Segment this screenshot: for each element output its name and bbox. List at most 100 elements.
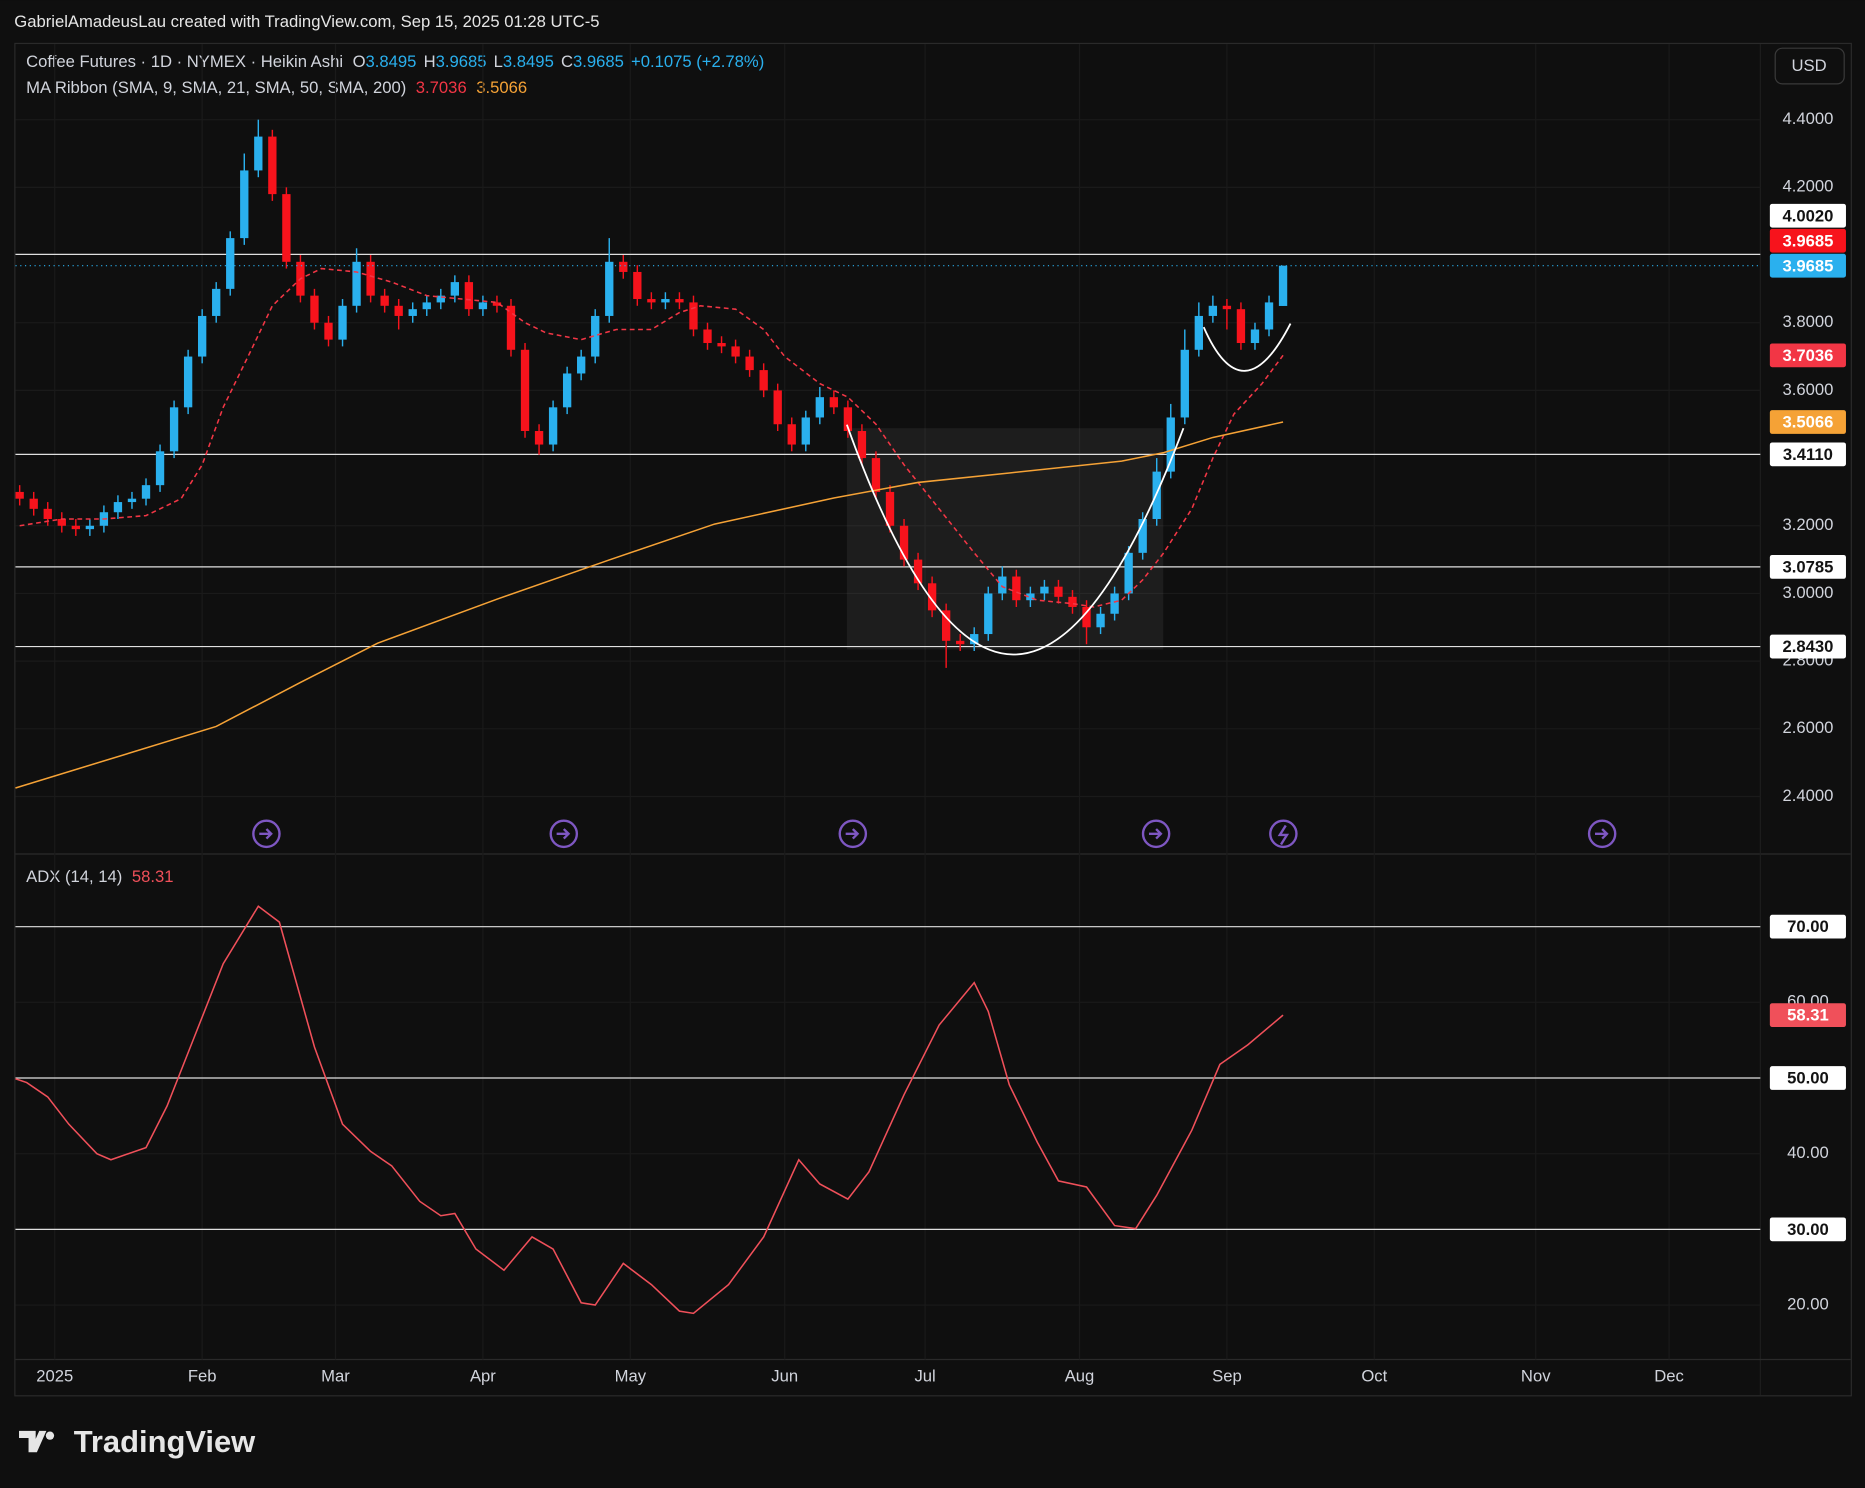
indicator-value: 3.7036 <box>416 79 467 98</box>
handle-drawing <box>1202 323 1292 372</box>
x-tick-label: Jul <box>914 1367 935 1386</box>
event-icon[interactable] <box>549 819 579 849</box>
price-label-box <box>1769 442 1846 467</box>
candle-body <box>310 295 319 323</box>
candle-body <box>71 525 80 530</box>
candle-body <box>478 302 488 310</box>
indicator-name: MA Ribbon (SMA, 9, SMA, 21, SMA, 50, SMA… <box>26 79 406 98</box>
candle-body <box>282 194 291 262</box>
logo-text[interactable]: TradingView <box>74 1424 256 1459</box>
ohlc-label: C <box>561 52 573 71</box>
candle-body <box>422 302 431 310</box>
change: +0.1075 (+2.78%) <box>631 52 764 71</box>
symbol-legend: Coffee Futures · 1D · NYMEX · Heikin Ash… <box>26 52 764 71</box>
adx-title: ADX (14, 14) <box>26 867 122 886</box>
symbol-title: Coffee Futures · 1D · NYMEX · Heikin Ash… <box>26 52 343 71</box>
candle-body <box>57 518 66 526</box>
candle-body <box>787 424 796 445</box>
price-label-box <box>1769 228 1846 253</box>
logo-dot <box>45 1431 55 1440</box>
candle-body <box>394 305 403 316</box>
y-tick-label: 20.00 <box>1787 1294 1829 1313</box>
candle-body <box>998 576 1007 594</box>
candle-body <box>436 295 445 303</box>
candle-body <box>324 322 333 340</box>
price-label-box <box>1769 203 1846 228</box>
price-label: 3.9685 <box>1782 231 1833 250</box>
x-tick-label: Dec <box>1654 1367 1684 1386</box>
candle-body <box>464 282 474 310</box>
candle-body <box>366 261 375 296</box>
candle-body <box>268 136 277 195</box>
x-tick-label: Mar <box>321 1367 350 1386</box>
candle-body <box>689 302 698 330</box>
candle-body <box>1110 593 1119 614</box>
candle-body <box>520 349 530 432</box>
candle-body <box>970 634 979 645</box>
price-label-box <box>1769 914 1846 939</box>
candle-body <box>1208 305 1218 316</box>
y-tick-label: 3.0000 <box>1782 583 1833 602</box>
currency-button[interactable] <box>1774 47 1845 85</box>
event-icon[interactable] <box>1587 819 1617 849</box>
candle-body <box>1124 552 1133 594</box>
price-label-box <box>1769 554 1846 579</box>
candle-body <box>1068 596 1077 607</box>
x-tick-label: Apr <box>470 1367 496 1386</box>
candle-body <box>647 299 656 303</box>
price-label: 3.0785 <box>1782 557 1833 576</box>
cup-drawing <box>846 424 1185 656</box>
x-tick-label: Nov <box>1521 1367 1551 1386</box>
candle-body <box>408 309 417 316</box>
candle-body <box>745 356 754 371</box>
candle-body <box>773 390 782 425</box>
candle-body <box>534 431 544 445</box>
event-icon[interactable] <box>1269 819 1298 849</box>
candle-body <box>548 407 558 445</box>
candle-body <box>731 346 740 357</box>
price-label-box <box>1769 1003 1846 1028</box>
y-tick-label: 3.2000 <box>1782 515 1833 534</box>
candle-body <box>857 431 867 459</box>
candle-body <box>1250 329 1260 344</box>
logo[interactable]: TradingView <box>19 1424 256 1459</box>
event-icons <box>252 819 1617 849</box>
event-icon[interactable] <box>1141 819 1171 849</box>
ohlc-value: 3.8495 <box>503 52 554 71</box>
candle-body <box>984 593 993 635</box>
ohlc-value: 3.8495 <box>366 52 417 71</box>
x-tick-label: Aug <box>1065 1367 1095 1386</box>
candle-body <box>605 261 614 316</box>
candle-body <box>591 315 600 357</box>
candle-body <box>1082 606 1091 628</box>
candle-body <box>899 525 909 560</box>
y-tick-label: 3.6000 <box>1782 380 1833 399</box>
candle-body <box>380 295 389 306</box>
candle-body <box>1096 613 1105 628</box>
y-tick-label: 4.2000 <box>1782 177 1833 196</box>
marks-layer <box>15 119 1761 1315</box>
price-label-box <box>1769 1217 1846 1242</box>
ohlc-value: 3.9685 <box>573 52 624 71</box>
price-label: 2.8430 <box>1782 637 1833 656</box>
candle-body <box>843 407 853 432</box>
adx-legend: ADX (14, 14) 58.31 <box>26 867 173 886</box>
candle-body <box>450 282 460 296</box>
candle-body <box>15 491 24 499</box>
event-icon[interactable] <box>838 819 868 849</box>
candle-body <box>619 261 628 272</box>
x-tick-label: May <box>615 1367 647 1386</box>
price-label-box <box>1769 343 1846 368</box>
price-label-box <box>1769 634 1846 659</box>
currency-label[interactable]: USD <box>1792 56 1827 75</box>
candle-body <box>1138 518 1147 553</box>
candle-body <box>127 498 137 503</box>
candle-body <box>717 343 726 347</box>
candle-body <box>1236 309 1246 344</box>
candle-body <box>913 559 923 584</box>
event-icon[interactable] <box>252 819 281 849</box>
candle-body <box>183 356 193 408</box>
